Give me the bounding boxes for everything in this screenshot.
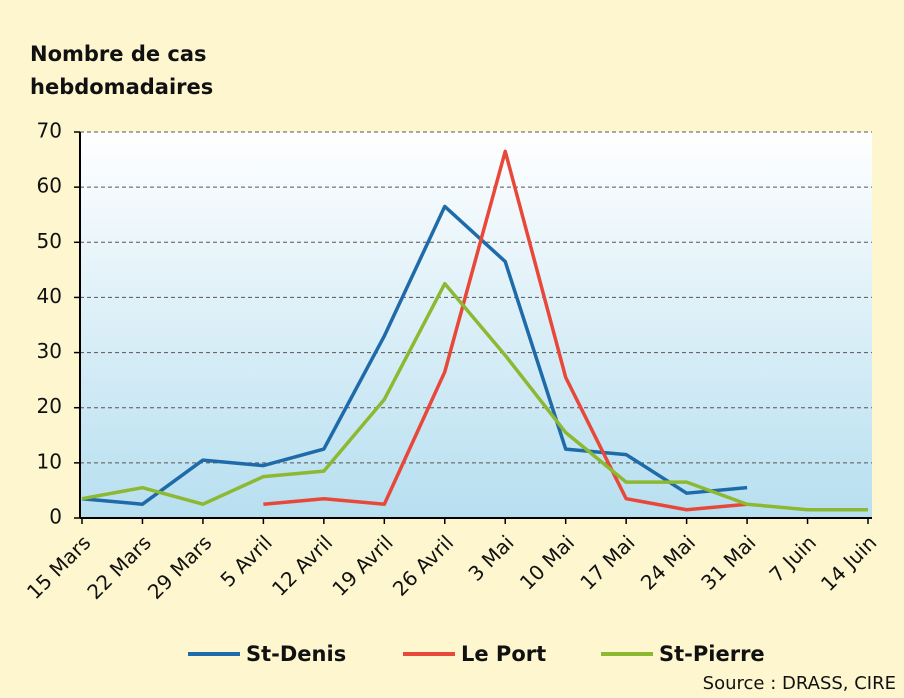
legend-label: Le Port bbox=[461, 642, 546, 666]
y-tick-label: 60 bbox=[37, 174, 62, 198]
legend-label: St-Denis bbox=[246, 642, 346, 666]
source: Source : DRASS, CIRE bbox=[703, 673, 896, 694]
y-tick-label: 0 bbox=[49, 505, 62, 529]
y-tick-label: 50 bbox=[37, 229, 62, 253]
y-axis-label: hebdomadaires bbox=[30, 75, 213, 99]
y-tick-label: 40 bbox=[37, 284, 62, 308]
plot-area bbox=[80, 132, 872, 518]
series-line bbox=[263, 149, 748, 512]
y-tick-label: 10 bbox=[37, 449, 62, 473]
y-axis-label: Nombre de cas bbox=[30, 42, 207, 66]
series-line bbox=[81, 204, 748, 506]
y-tick-label: 70 bbox=[37, 119, 62, 143]
legend-label: St-Pierre bbox=[659, 642, 765, 666]
series-line bbox=[81, 281, 868, 512]
y-tick-label: 20 bbox=[37, 394, 62, 418]
y-tick-label: 30 bbox=[37, 339, 62, 363]
